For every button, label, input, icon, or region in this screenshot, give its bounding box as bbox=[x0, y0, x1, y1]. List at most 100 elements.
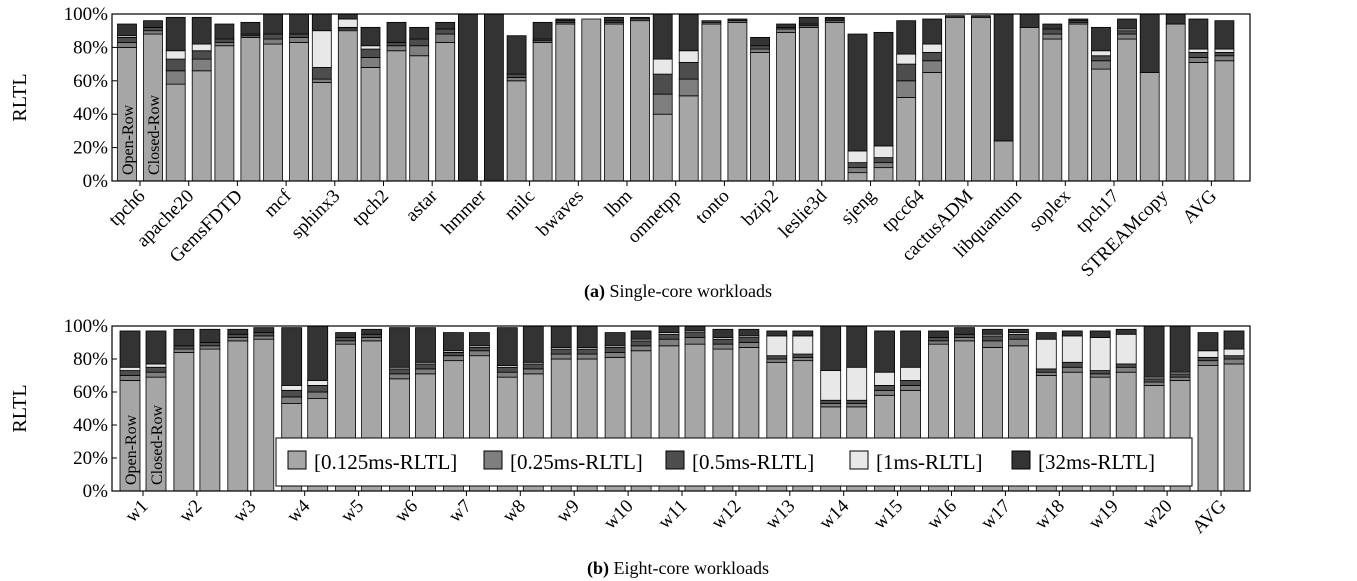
bar-segment-closed bbox=[1165, 23, 1186, 182]
bar-segment-closed bbox=[873, 167, 894, 182]
bar-segment-closed bbox=[727, 18, 748, 22]
bar-segment-open bbox=[1089, 330, 1111, 338]
bar-segment-open bbox=[360, 26, 381, 47]
bar-segment-open bbox=[928, 337, 949, 342]
bar-segment-open bbox=[604, 332, 626, 347]
bar-segment-open bbox=[214, 41, 235, 47]
legend-swatch-0.125ms bbox=[287, 450, 307, 470]
bar-segment-open bbox=[335, 337, 357, 342]
closed-row-label: Closed-Row bbox=[149, 405, 166, 485]
bar-segment-closed bbox=[792, 356, 814, 362]
bar-segment-closed bbox=[900, 366, 921, 381]
bar-segment-open bbox=[389, 373, 410, 380]
bar-segment-open bbox=[165, 70, 186, 85]
bar-segment-closed bbox=[678, 50, 699, 63]
bar-segment-closed bbox=[1223, 363, 1245, 492]
bar-segment-open bbox=[1091, 50, 1111, 57]
bar-segment-closed bbox=[738, 337, 760, 343]
bar-segment-closed bbox=[1117, 30, 1137, 35]
bar-segment-open bbox=[896, 20, 917, 55]
bar-segment-open bbox=[281, 384, 303, 391]
bar-segment-open bbox=[1197, 332, 1219, 352]
bar-segment-closed bbox=[873, 31, 894, 147]
bar-segment-closed bbox=[922, 72, 943, 182]
bar-segment-open bbox=[712, 328, 734, 338]
bar-segment-open bbox=[847, 150, 868, 164]
bar-segment-open bbox=[173, 351, 195, 492]
bar-segment-closed bbox=[468, 347, 490, 352]
bar-segment-closed bbox=[576, 348, 598, 355]
bar-segment-closed bbox=[1019, 13, 1040, 28]
bar-segment-open bbox=[311, 82, 332, 182]
bar-segment-closed bbox=[483, 13, 504, 182]
bar-segment-closed bbox=[1169, 325, 1191, 373]
bar-segment-open bbox=[442, 351, 464, 357]
bar-segment-closed bbox=[143, 30, 163, 35]
bar-segment-open bbox=[750, 52, 770, 182]
bar-segment-open bbox=[117, 23, 137, 37]
bar-segment-closed bbox=[191, 43, 212, 52]
bar-segment-closed bbox=[522, 368, 544, 375]
bar-segment-open bbox=[874, 384, 895, 391]
bar-segment-closed bbox=[1223, 358, 1245, 365]
bar-segment-open bbox=[1042, 33, 1063, 40]
x-tick-label: AVG bbox=[1179, 185, 1221, 227]
bar-segment-closed bbox=[846, 399, 868, 404]
open-row-label: Open-Row bbox=[123, 414, 140, 485]
bar-segment-closed bbox=[361, 333, 383, 338]
bar-segment-closed bbox=[630, 16, 650, 20]
bar-segment-open bbox=[360, 57, 381, 68]
bar-segment-closed bbox=[191, 58, 212, 72]
x-tick-label: sphinx3 bbox=[287, 186, 344, 243]
bar-segment-open bbox=[506, 35, 527, 75]
bar-segment-closed bbox=[386, 50, 407, 182]
bar-segment-open bbox=[766, 335, 788, 357]
bar-segment-open bbox=[117, 36, 137, 43]
bar-segment-open bbox=[1143, 325, 1165, 378]
plot-frame bbox=[111, 325, 1251, 492]
bar-segment-closed bbox=[576, 325, 598, 348]
bar-segment-closed bbox=[738, 328, 760, 337]
panel-b-chart: 0% 20% 40% 60% 80% 100% RLTL w1 w2 w3 w4 w5 w6 w7 w8 w9… bbox=[9, 316, 1251, 538]
x-tick-label: w12 bbox=[707, 496, 745, 534]
legend: [0.125ms-RLTL] [0.25ms-RLTL] [0.5ms-RLTL… bbox=[275, 437, 1193, 487]
bar-segment-closed bbox=[337, 13, 358, 20]
bar-segment-closed bbox=[873, 162, 894, 169]
bar-segment-closed bbox=[792, 353, 814, 358]
bar-segment-open bbox=[1089, 337, 1111, 371]
bar-segment-closed bbox=[386, 21, 407, 43]
bar-segment-closed bbox=[1165, 13, 1186, 25]
bar-segment-closed bbox=[1214, 55, 1235, 62]
bar-segment-open bbox=[766, 355, 788, 360]
bar-segment-open bbox=[1188, 62, 1209, 182]
bar-segment-closed bbox=[468, 332, 490, 347]
bar-segment-closed bbox=[678, 13, 699, 52]
bar-segment-open bbox=[750, 45, 770, 50]
legend-label-0.25ms: [0.25ms-RLTL] bbox=[510, 450, 643, 474]
x-tick-label: w9 bbox=[552, 496, 583, 527]
y-tick-label: 40% bbox=[73, 104, 108, 125]
bar-segment-closed bbox=[253, 335, 275, 340]
bar-segment-open bbox=[1042, 38, 1063, 182]
bar-segment-open bbox=[263, 33, 284, 40]
bar-segment-closed bbox=[900, 330, 921, 368]
bar-segment-open bbox=[227, 328, 249, 335]
legend-label-0.5ms: [0.5ms-RLTL] bbox=[692, 450, 814, 474]
bar-segment-open bbox=[652, 58, 673, 75]
y-axis-label: RLTL bbox=[9, 384, 31, 432]
bar-segment-closed bbox=[532, 21, 553, 40]
bar-segment-open bbox=[263, 38, 284, 45]
bar-segment-closed bbox=[1223, 330, 1245, 350]
bar-segment-closed bbox=[1169, 376, 1191, 381]
bar-segment-open bbox=[652, 113, 673, 182]
bar-segment-closed bbox=[1115, 328, 1137, 335]
bar-segment-closed bbox=[1223, 348, 1245, 357]
bar-segment-open bbox=[1143, 378, 1165, 383]
x-tick-label: mcf bbox=[260, 185, 296, 221]
x-tick-label: tonto bbox=[691, 186, 733, 228]
x-tick-label: w13 bbox=[761, 496, 799, 534]
bar-segment-open bbox=[1197, 360, 1219, 366]
bar-segment-open bbox=[173, 348, 195, 353]
bar-segment-closed bbox=[191, 70, 212, 182]
bar-segment-open bbox=[766, 330, 788, 337]
